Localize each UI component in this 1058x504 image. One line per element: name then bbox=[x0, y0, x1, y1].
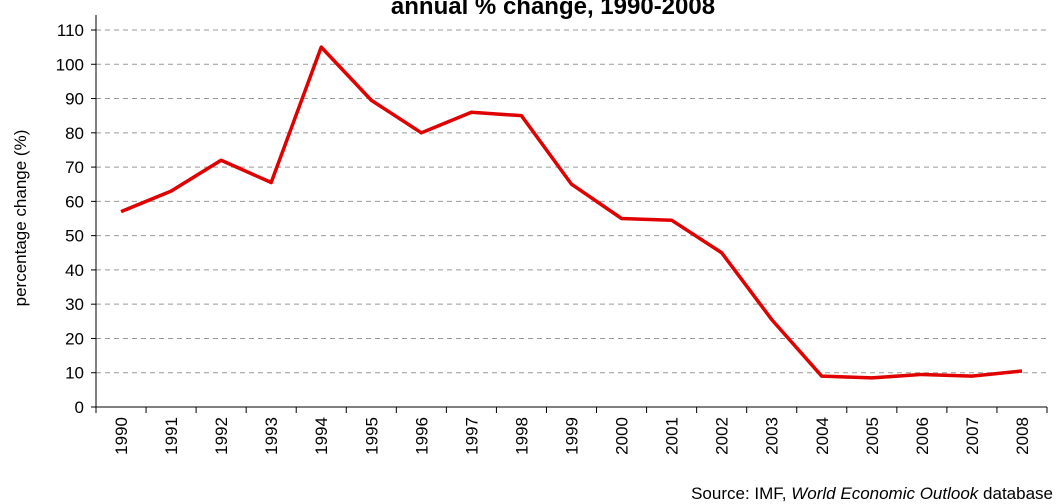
source-italic: World Economic Outlook bbox=[791, 484, 980, 503]
y-tick-label: 20 bbox=[65, 329, 84, 348]
x-tick-label: 1998 bbox=[512, 417, 531, 455]
chart-title: annual % change, 1990-2008 bbox=[391, 0, 715, 20]
y-tick-label: 50 bbox=[65, 227, 84, 246]
x-tick-label: 1990 bbox=[112, 417, 131, 455]
x-tick-label: 2000 bbox=[613, 417, 632, 455]
source-suffix: database bbox=[978, 484, 1053, 503]
x-tick-label: 1996 bbox=[412, 417, 431, 455]
x-tick-label: 2005 bbox=[863, 417, 882, 455]
x-tick-label: 2004 bbox=[813, 417, 832, 455]
y-tick-label: 0 bbox=[75, 398, 84, 417]
x-tick-label: 1999 bbox=[563, 417, 582, 455]
y-tick-label: 30 bbox=[65, 295, 84, 314]
x-tick-label: 1997 bbox=[462, 417, 481, 455]
x-tick-label: 2006 bbox=[913, 417, 932, 455]
y-tick-label: 40 bbox=[65, 261, 84, 280]
line-series bbox=[120, 45, 1023, 380]
y-tick-label: 100 bbox=[56, 55, 84, 74]
x-tick-label: 1992 bbox=[212, 417, 231, 455]
x-tick-label: 2003 bbox=[763, 417, 782, 455]
x-tick-label: 1991 bbox=[162, 417, 181, 455]
x-tick-label: 1995 bbox=[362, 417, 381, 455]
y-tick-label: 80 bbox=[65, 124, 84, 143]
x-tick-label: 2008 bbox=[1013, 417, 1032, 455]
y-tick-label: 70 bbox=[65, 158, 84, 177]
y-tick-label: 90 bbox=[65, 90, 84, 109]
y-tick-label: 110 bbox=[57, 21, 84, 40]
source: Source: IMF, World Economic Outlook data… bbox=[691, 484, 1053, 503]
x-tick-label: 2002 bbox=[713, 417, 732, 455]
y-axis-label: percentage change (%) bbox=[11, 130, 30, 307]
y-tick-label: 10 bbox=[65, 364, 84, 383]
source-prefix: Source: IMF, bbox=[691, 484, 791, 503]
x-tick-label: 2007 bbox=[963, 417, 982, 455]
x-tick-label: 1993 bbox=[262, 417, 281, 455]
y-tick-label: 60 bbox=[65, 192, 84, 211]
x-tick-label: 1994 bbox=[312, 417, 331, 455]
x-tick-label: 2001 bbox=[663, 417, 682, 455]
